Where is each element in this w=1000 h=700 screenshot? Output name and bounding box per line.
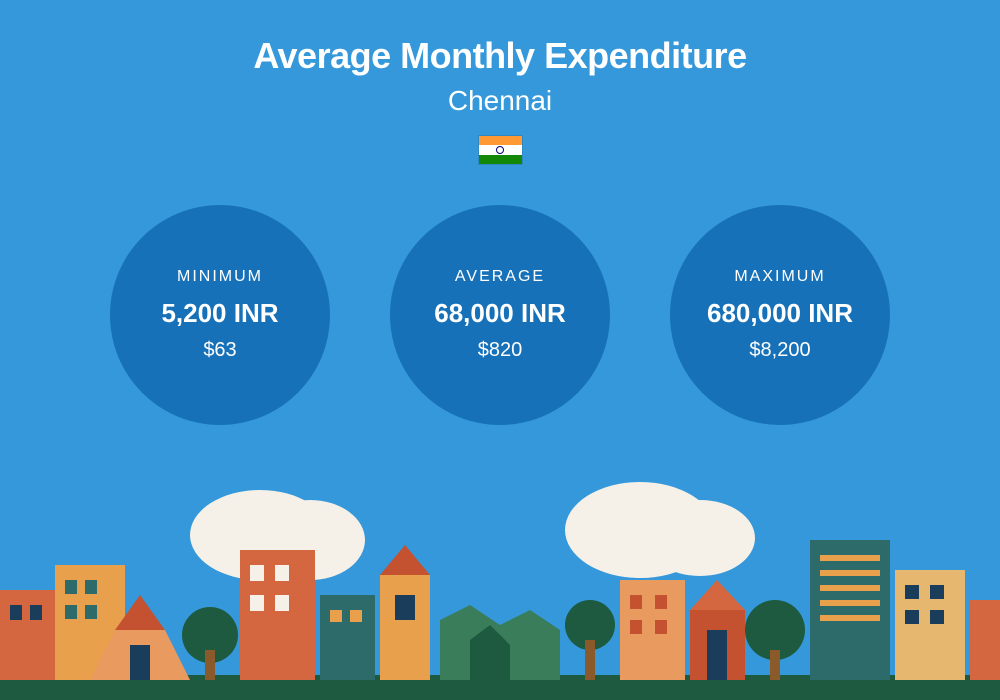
stat-label: AVERAGE: [455, 268, 545, 286]
stat-circle-minimum: MINIMUM 5,200 INR $63: [110, 205, 330, 425]
infographic-container: Average Monthly Expenditure Chennai MINI…: [0, 0, 1000, 700]
stat-inr: 5,200 INR: [161, 298, 278, 329]
stat-inr: 68,000 INR: [434, 298, 566, 329]
stat-usd: $820: [478, 339, 523, 362]
flag-green-stripe: [479, 155, 522, 164]
stat-inr: 680,000 INR: [707, 298, 853, 329]
stat-usd: $63: [203, 339, 236, 362]
stat-circle-average: AVERAGE 68,000 INR $820: [390, 205, 610, 425]
page-subtitle: Chennai: [448, 85, 552, 117]
stat-label: MINIMUM: [177, 268, 263, 286]
stat-circles-row: MINIMUM 5,200 INR $63 AVERAGE 68,000 INR…: [110, 205, 890, 425]
stat-label: MAXIMUM: [734, 268, 825, 286]
flag-white-stripe: [479, 145, 522, 154]
flag-chakra-icon: [496, 146, 504, 154]
cityscape-illustration: [0, 480, 1000, 700]
stat-usd: $8,200: [749, 339, 810, 362]
india-flag-icon: [478, 135, 523, 165]
flag-saffron-stripe: [479, 136, 522, 145]
stat-circle-maximum: MAXIMUM 680,000 INR $8,200: [670, 205, 890, 425]
page-title: Average Monthly Expenditure: [253, 35, 746, 77]
